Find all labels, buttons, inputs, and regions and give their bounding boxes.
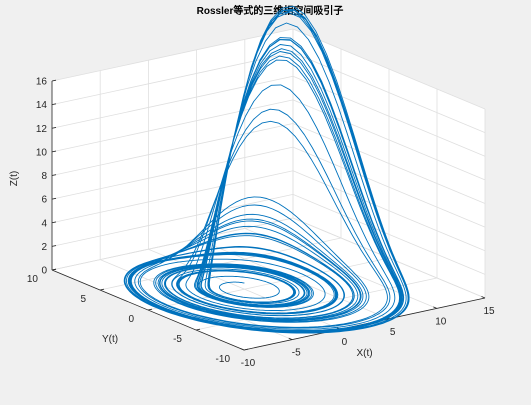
grid-line bbox=[292, 123, 486, 204]
y-tick-mark bbox=[147, 308, 153, 311]
x-tick-label: 10 bbox=[435, 316, 447, 327]
grid-line bbox=[51, 28, 294, 82]
grid-line bbox=[51, 146, 294, 200]
grid-line bbox=[292, 217, 486, 299]
y-axis-label: Y(t) bbox=[102, 334, 118, 345]
z-tick-label: 2 bbox=[41, 242, 47, 253]
grid-line bbox=[147, 257, 390, 311]
y-tick-label: 0 bbox=[128, 314, 134, 325]
grid-line bbox=[51, 99, 294, 153]
y-tick-label: 5 bbox=[80, 294, 86, 305]
y-tick-mark bbox=[243, 348, 249, 351]
x-tick-mark bbox=[433, 306, 437, 309]
z-axis-label: Z(t) bbox=[9, 171, 20, 187]
grid-line bbox=[51, 123, 294, 176]
z-tick-mark bbox=[51, 221, 57, 224]
x-tick-label: 5 bbox=[390, 327, 396, 338]
grid-line bbox=[292, 28, 486, 110]
y-tick-mark bbox=[99, 288, 105, 291]
z-tick-mark bbox=[51, 197, 57, 200]
grid-line bbox=[51, 170, 294, 224]
z-tick-label: 16 bbox=[36, 77, 48, 88]
z-tick-label: 12 bbox=[36, 124, 48, 135]
x-tick-mark bbox=[481, 296, 486, 299]
x-tick-label: 0 bbox=[342, 337, 348, 348]
z-tick-label: 8 bbox=[41, 171, 47, 182]
chart-title: Rossler等式的三维相空间吸引子 bbox=[197, 4, 344, 17]
x-tick-label: 15 bbox=[483, 306, 495, 317]
z-tick-label: 6 bbox=[41, 195, 47, 206]
y-tick-mark bbox=[195, 328, 201, 331]
grid-line bbox=[51, 75, 294, 129]
z-tick-mark bbox=[51, 103, 57, 106]
trajectory-line-0 bbox=[123, 5, 410, 334]
z-tick-mark bbox=[51, 150, 57, 153]
y-tick-label: -10 bbox=[216, 354, 231, 365]
grid-line bbox=[292, 52, 486, 133]
trajectory-series bbox=[123, 5, 410, 334]
y-tick-label: 10 bbox=[27, 274, 39, 285]
grid-line bbox=[292, 194, 486, 275]
z-tick-label: 14 bbox=[36, 100, 48, 111]
z-tick-label: 4 bbox=[41, 218, 47, 229]
z-tick-mark bbox=[51, 127, 57, 129]
z-tick-mark bbox=[51, 268, 57, 271]
z-tick-mark bbox=[51, 79, 57, 82]
y-tick-label: -5 bbox=[173, 334, 182, 345]
x-tick-label: -5 bbox=[292, 348, 301, 359]
z-tick-mark bbox=[51, 174, 57, 176]
z-tick-mark bbox=[51, 245, 57, 247]
x-axis-label: X(t) bbox=[356, 348, 372, 359]
grid-line bbox=[292, 146, 486, 228]
grid-line bbox=[51, 52, 294, 106]
z-tick-label: 0 bbox=[41, 266, 47, 277]
x-tick-label: -10 bbox=[241, 358, 256, 369]
x-tick-mark bbox=[240, 348, 245, 351]
grid-line bbox=[51, 193, 294, 247]
z-tick-label: 10 bbox=[36, 147, 48, 158]
x-tick-mark bbox=[288, 337, 293, 340]
